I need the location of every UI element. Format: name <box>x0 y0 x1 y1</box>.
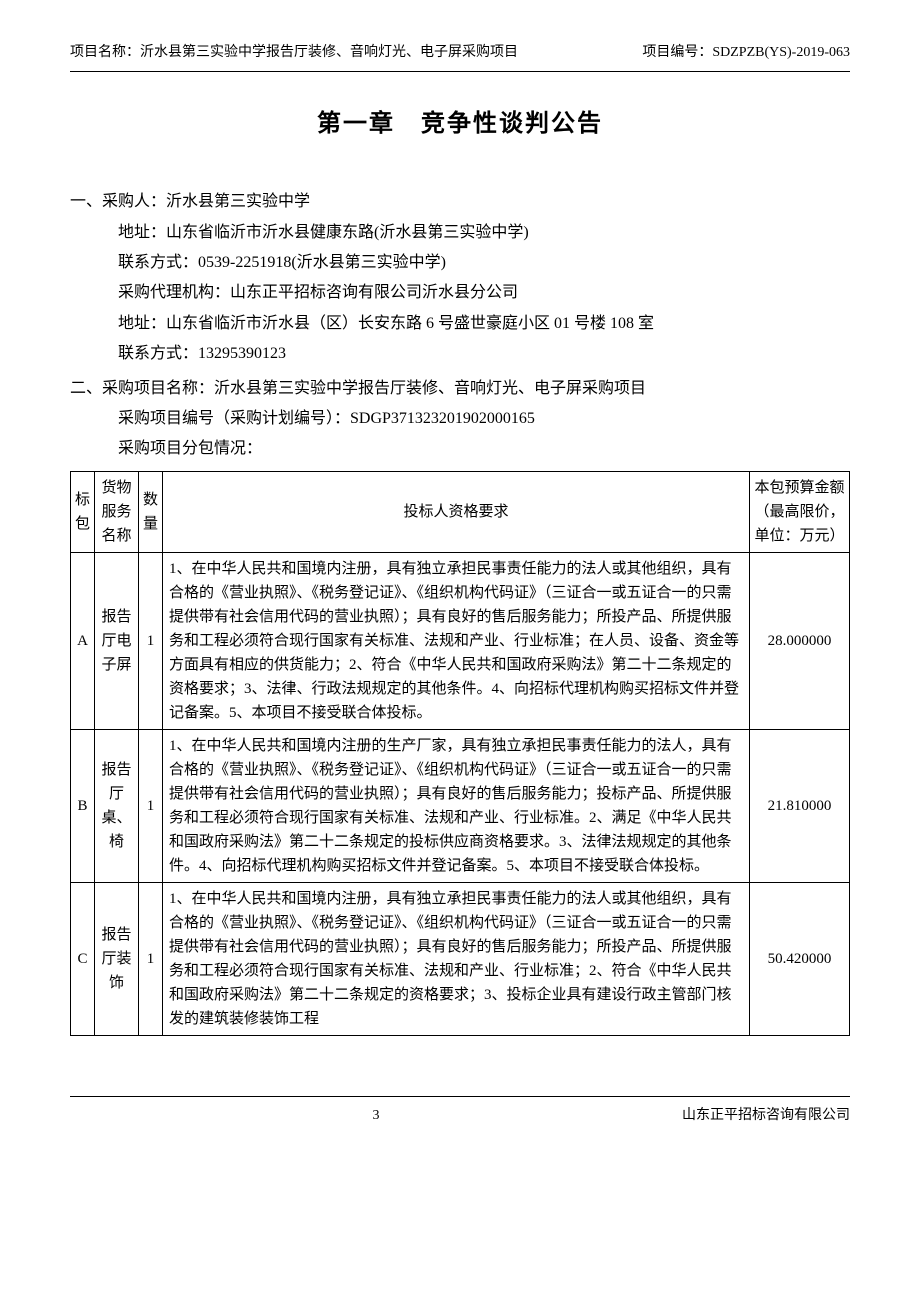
section-1: 一、 采购人： 沂水县第三实验中学 地址：山东省临沂市沂水县健康东路(沂水县第三… <box>70 187 850 369</box>
agency-addr-value: 山东省临沂市沂水县（区）长安东路 6 号盛世豪庭小区 01 号楼 108 室 <box>166 315 654 332</box>
plan-value: SDGP371323201902000165 <box>350 410 535 427</box>
agency-label: 采购代理机构： <box>118 284 230 301</box>
header-project-label: 项目名称： <box>70 45 140 60</box>
pkg-label: 采购项目分包情况： <box>118 440 262 457</box>
cell-req: 1、在中华人民共和国境内注册的生产厂家，具有独立承担民事责任能力的法人，具有合格… <box>163 729 750 882</box>
package-label-line: 采购项目分包情况： <box>70 434 850 464</box>
agency-contact-value: 13295390123 <box>198 345 286 362</box>
page-header: 项目名称：沂水县第三实验中学报告厅装修、音响灯光、电子屏采购项目 项目编号：SD… <box>70 40 850 72</box>
plan-code-line: 采购项目编号（采购计划编号）：SDGP371323201902000165 <box>70 404 850 434</box>
agency-addr-label: 地址： <box>118 315 166 332</box>
project-name-label: 采购项目名称： <box>102 374 214 404</box>
cell-name: 报告厅电子屏 <box>95 552 139 729</box>
cell-pkg: B <box>71 729 95 882</box>
table-row: C 报告厅装饰 1 1、在中华人民共和国境内注册，具有独立承担民事责任能力的法人… <box>71 882 850 1035</box>
contact-value: 0539-2251918(沂水县第三实验中学) <box>198 254 446 271</box>
cell-pkg: A <box>71 552 95 729</box>
header-project: 项目名称：沂水县第三实验中学报告厅装修、音响灯光、电子屏采购项目 <box>70 40 518 67</box>
agency-contact-line: 联系方式：13295390123 <box>70 339 850 369</box>
plan-label: 采购项目编号（采购计划编号）： <box>118 410 350 427</box>
purchaser-contact-line: 联系方式：0539-2251918(沂水县第三实验中学) <box>70 248 850 278</box>
contact-label: 联系方式： <box>118 254 198 271</box>
section-2: 二、 采购项目名称： 沂水县第三实验中学报告厅装修、音响灯光、电子屏采购项目 采… <box>70 374 850 465</box>
table-header-row: 标包 货物服务名称 数量 投标人资格要求 本包预算金额（最高限价，单位：万元） <box>71 471 850 552</box>
footer-company: 山东正平招标咨询有限公司 <box>682 1103 850 1130</box>
header-code: 项目编号：SDZPZB(YS)-2019-063 <box>642 40 850 67</box>
purchaser-value: 沂水县第三实验中学 <box>166 187 310 217</box>
agency-value: 山东正平招标咨询有限公司沂水县分公司 <box>230 284 518 301</box>
purchaser-address-line: 地址：山东省临沂市沂水县健康东路(沂水县第三实验中学) <box>70 218 850 248</box>
address-value: 山东省临沂市沂水县健康东路(沂水县第三实验中学) <box>166 224 529 241</box>
project-name-value: 沂水县第三实验中学报告厅装修、音响灯光、电子屏采购项目 <box>214 374 646 404</box>
cell-name: 报告厅桌、椅 <box>95 729 139 882</box>
cell-qty: 1 <box>139 552 163 729</box>
cell-name: 报告厅装饰 <box>95 882 139 1035</box>
agency-line: 采购代理机构：山东正平招标咨询有限公司沂水县分公司 <box>70 278 850 308</box>
cell-pkg: C <box>71 882 95 1035</box>
purchaser-label: 采购人： <box>102 187 166 217</box>
cell-qty: 1 <box>139 882 163 1035</box>
table-row: A 报告厅电子屏 1 1、在中华人民共和国境内注册，具有独立承担民事责任能力的法… <box>71 552 850 729</box>
section-2-num: 二、 <box>70 374 102 404</box>
table-row: B 报告厅桌、椅 1 1、在中华人民共和国境内注册的生产厂家，具有独立承担民事责… <box>71 729 850 882</box>
cell-req: 1、在中华人民共和国境内注册，具有独立承担民事责任能力的法人或其他组织，具有合格… <box>163 552 750 729</box>
cell-qty: 1 <box>139 729 163 882</box>
col-qty-header: 数量 <box>139 471 163 552</box>
chapter-title: 第一章 竞争性谈判公告 <box>70 102 850 148</box>
col-req-header: 投标人资格要求 <box>163 471 750 552</box>
agency-address-line: 地址：山东省临沂市沂水县（区）长安东路 6 号盛世豪庭小区 01 号楼 108 … <box>70 309 850 339</box>
col-pkg-header: 标包 <box>71 471 95 552</box>
col-budget-header: 本包预算金额（最高限价，单位：万元） <box>750 471 850 552</box>
header-code-label: 项目编号： <box>642 45 712 60</box>
package-table: 标包 货物服务名称 数量 投标人资格要求 本包预算金额（最高限价，单位：万元） … <box>70 471 850 1036</box>
cell-budget: 21.810000 <box>750 729 850 882</box>
agency-contact-label: 联系方式： <box>118 345 198 362</box>
section-1-num: 一、 <box>70 187 102 217</box>
page-footer: 3 山东正平招标咨询有限公司 <box>70 1096 850 1130</box>
header-code-value: SDZPZB(YS)-2019-063 <box>712 45 850 60</box>
header-project-name: 沂水县第三实验中学报告厅装修、音响灯光、电子屏采购项目 <box>140 45 518 60</box>
cell-budget: 28.000000 <box>750 552 850 729</box>
address-label: 地址： <box>118 224 166 241</box>
purchaser-line: 一、 采购人： 沂水县第三实验中学 <box>70 187 850 217</box>
footer-page-number: 3 <box>70 1103 682 1130</box>
project-name-line: 二、 采购项目名称： 沂水县第三实验中学报告厅装修、音响灯光、电子屏采购项目 <box>70 374 850 404</box>
cell-budget: 50.420000 <box>750 882 850 1035</box>
cell-req: 1、在中华人民共和国境内注册，具有独立承担民事责任能力的法人或其他组织，具有合格… <box>163 882 750 1035</box>
col-name-header: 货物服务名称 <box>95 471 139 552</box>
